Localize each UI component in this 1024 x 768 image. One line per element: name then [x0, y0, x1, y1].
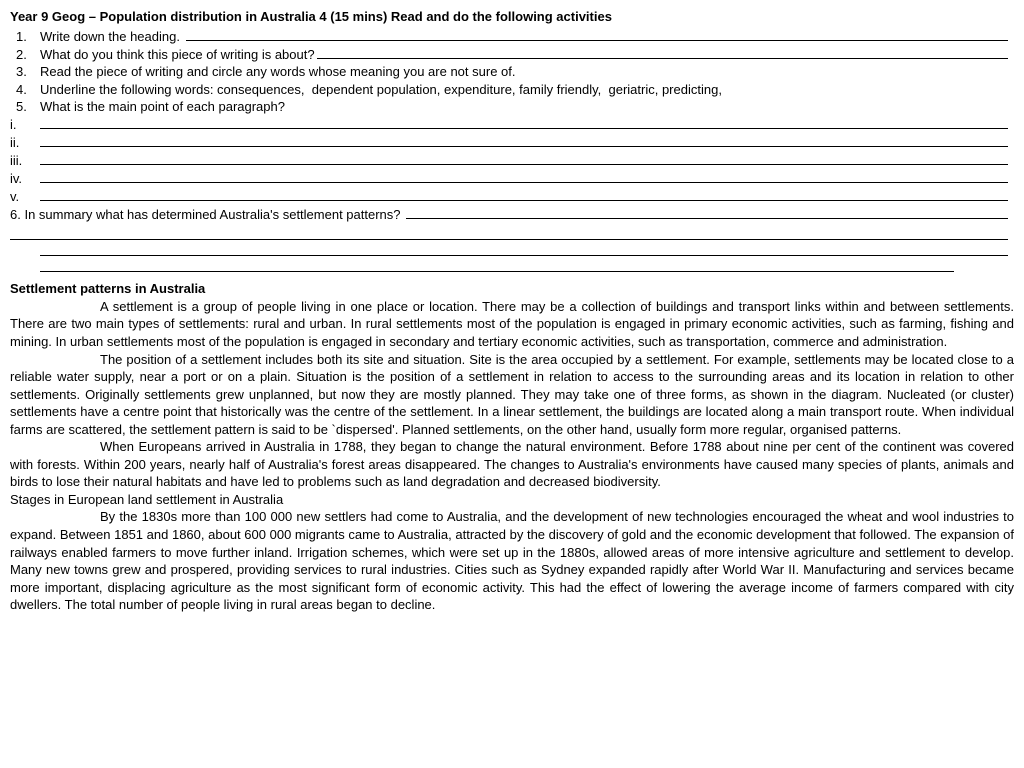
question-1: 1. Write down the heading. [16, 28, 1014, 46]
answer-blank[interactable] [40, 259, 954, 272]
question-number: 4. [16, 81, 40, 99]
question-text: Write down the heading. [40, 28, 184, 46]
subpoint-i: i. [10, 116, 1014, 134]
answer-blank[interactable] [10, 226, 1008, 239]
question-list: 1. Write down the heading. 2. What do yo… [16, 28, 1014, 116]
answer-blank[interactable] [40, 134, 1008, 147]
question-number: 1. [16, 28, 40, 46]
question-number: 3. [16, 63, 40, 81]
answer-blank[interactable] [40, 116, 1008, 129]
question-number: 5. [16, 98, 40, 116]
subpoint-iv: iv. [10, 170, 1014, 188]
roman-label: ii. [10, 134, 40, 152]
section-heading: Settlement patterns in Australia [10, 280, 1014, 298]
question-5: 5. What is the main point of each paragr… [16, 98, 1014, 116]
question-4: 4. Underline the following words: conseq… [16, 81, 1014, 99]
question-text: Underline the following words: consequen… [40, 81, 722, 99]
question-text: Read the piece of writing and circle any… [40, 63, 515, 81]
roman-label: iii. [10, 152, 40, 170]
question-text: 6. In summary what has determined Austra… [10, 206, 404, 224]
roman-label: i. [10, 116, 40, 134]
answer-blank[interactable] [40, 188, 1008, 201]
subpoint-ii: ii. [10, 134, 1014, 152]
question-number: 2. [16, 46, 40, 64]
subpoint-list: i. ii. iii. iv. v. [10, 116, 1014, 205]
page-title: Year 9 Geog – Population distribution in… [10, 8, 1014, 26]
subpoint-iii: iii. [10, 152, 1014, 170]
section-heading-2: Stages in European land settlement in Au… [10, 491, 1014, 509]
paragraph-4: By the 1830s more than 100 000 new settl… [10, 508, 1014, 613]
answer-blank[interactable] [317, 45, 1008, 58]
answer-blank[interactable] [40, 152, 1008, 165]
question-2: 2. What do you think this piece of writi… [16, 45, 1014, 63]
answer-blank[interactable] [186, 28, 1008, 41]
reading-passage: Settlement patterns in Australia A settl… [10, 280, 1014, 613]
roman-label: v. [10, 188, 40, 206]
paragraph-2: The position of a settlement includes bo… [10, 351, 1014, 439]
paragraph-3: When Europeans arrived in Australia in 1… [10, 438, 1014, 491]
question-text: What do you think this piece of writing … [40, 46, 315, 64]
question-3: 3. Read the piece of writing and circle … [16, 63, 1014, 81]
answer-blank[interactable] [40, 170, 1008, 183]
answer-blank[interactable] [406, 205, 1008, 218]
subpoint-v: v. [10, 188, 1014, 206]
question-text: What is the main point of each paragraph… [40, 98, 285, 116]
roman-label: iv. [10, 170, 40, 188]
question-6: 6. In summary what has determined Austra… [10, 205, 1014, 223]
paragraph-1: A settlement is a group of people living… [10, 298, 1014, 351]
answer-blank[interactable] [40, 243, 1008, 256]
